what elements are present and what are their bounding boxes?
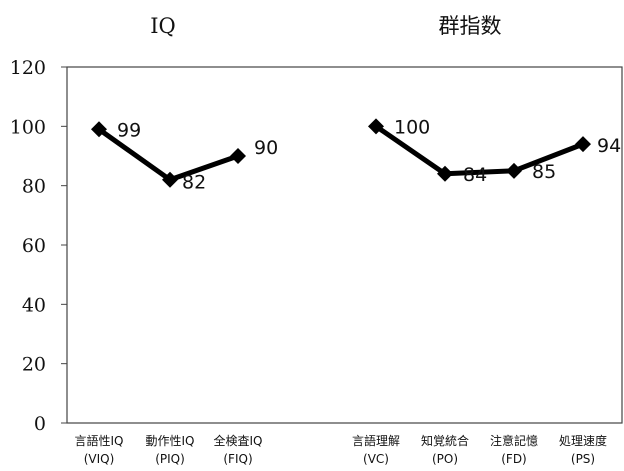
category-abbr: (FIQ) — [223, 452, 252, 466]
data-point-marker — [437, 165, 453, 182]
series-line — [374, 124, 584, 177]
data-label: 85 — [532, 161, 556, 183]
category-abbr: (FD) — [501, 452, 527, 466]
y-tick-label: 120 — [10, 57, 46, 79]
category-abbr: (PO) — [432, 452, 458, 466]
panel-title: IQ — [150, 14, 176, 38]
category-name: 処理速度 — [559, 433, 607, 448]
category-abbr: (VC) — [363, 452, 389, 466]
data-label: 82 — [182, 172, 206, 194]
y-tick-label: 0 — [34, 413, 46, 435]
data-label: 100 — [394, 116, 430, 138]
category-name: 動作性IQ — [146, 434, 195, 448]
y-tick-label: 100 — [10, 116, 46, 138]
y-tick-label: 80 — [22, 176, 46, 198]
data-label: 84 — [463, 164, 487, 186]
data-point-marker — [91, 121, 107, 138]
data-label: 94 — [597, 135, 621, 157]
plot-area-border — [66, 66, 623, 424]
category-name: 言語性IQ — [75, 433, 124, 448]
y-tick-label: 40 — [22, 294, 46, 316]
series: 99 82 90 100 84 85 94 — [91, 116, 621, 194]
axes: 0 20 40 60 80 100 120 — [10, 57, 623, 435]
category-abbr: (VIQ) — [84, 452, 115, 466]
data-point-marker — [506, 162, 522, 179]
category-name: 言語理解 — [352, 433, 400, 448]
category-name: 注意記憶 — [490, 433, 538, 448]
data-label: 99 — [117, 119, 141, 141]
category-name: 知覚統合 — [421, 433, 469, 448]
category-abbr: (PS) — [571, 452, 595, 466]
data-label: 90 — [254, 137, 278, 159]
category-abbr: (PIQ) — [155, 452, 185, 466]
y-tick-label: 60 — [22, 235, 46, 257]
data-point-marker — [575, 136, 591, 153]
data-point-marker — [162, 171, 178, 188]
panel-titles: IQ 群指数 — [150, 14, 501, 38]
data-point-marker — [230, 148, 246, 164]
y-tick-label: 20 — [22, 354, 46, 376]
panel-title: 群指数 — [439, 14, 502, 38]
category-name: 全検査IQ — [214, 433, 263, 448]
category-labels: 言語性IQ (VIQ) 動作性IQ (PIQ) 全検査IQ (FIQ) 言語理解 (VC) 知覚… — [75, 433, 608, 466]
data-point-marker — [368, 118, 384, 135]
